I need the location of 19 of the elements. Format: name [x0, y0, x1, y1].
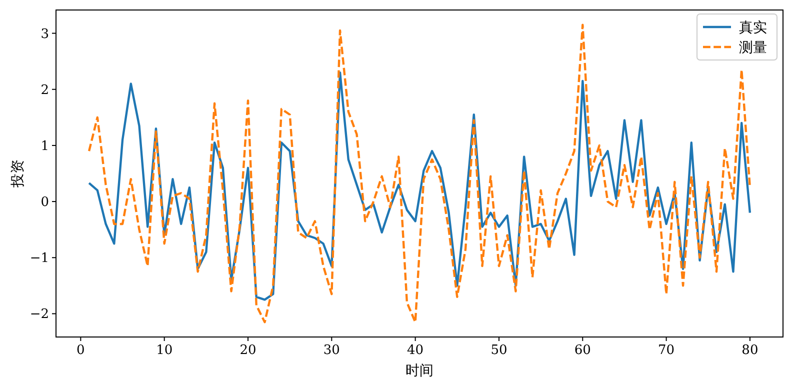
- y-axis-title: 投资: [10, 160, 26, 188]
- y-tick-label: 2: [40, 82, 49, 98]
- x-tick-label: 10: [156, 343, 173, 358]
- y-tick-label: −1: [30, 251, 49, 266]
- x-axis-title: 时间: [406, 363, 434, 379]
- x-tick-label: 60: [574, 343, 591, 358]
- x-tick-label: 50: [490, 343, 508, 358]
- y-tick-label: 3: [40, 26, 49, 42]
- y-tick-label: −2: [30, 307, 49, 322]
- x-tick-label: 20: [240, 343, 256, 358]
- x-tick-label: 0: [76, 343, 85, 358]
- x-tick-label: 30: [323, 343, 340, 358]
- x-tick-label: 80: [742, 343, 758, 358]
- y-tick-label: 0: [40, 195, 49, 210]
- y-tick-label: 1: [40, 138, 49, 154]
- legend-label: 真实: [739, 20, 767, 36]
- x-tick-label: 40: [407, 343, 424, 358]
- legend-label: 测量: [739, 40, 767, 56]
- x-tick-label: 70: [658, 343, 675, 358]
